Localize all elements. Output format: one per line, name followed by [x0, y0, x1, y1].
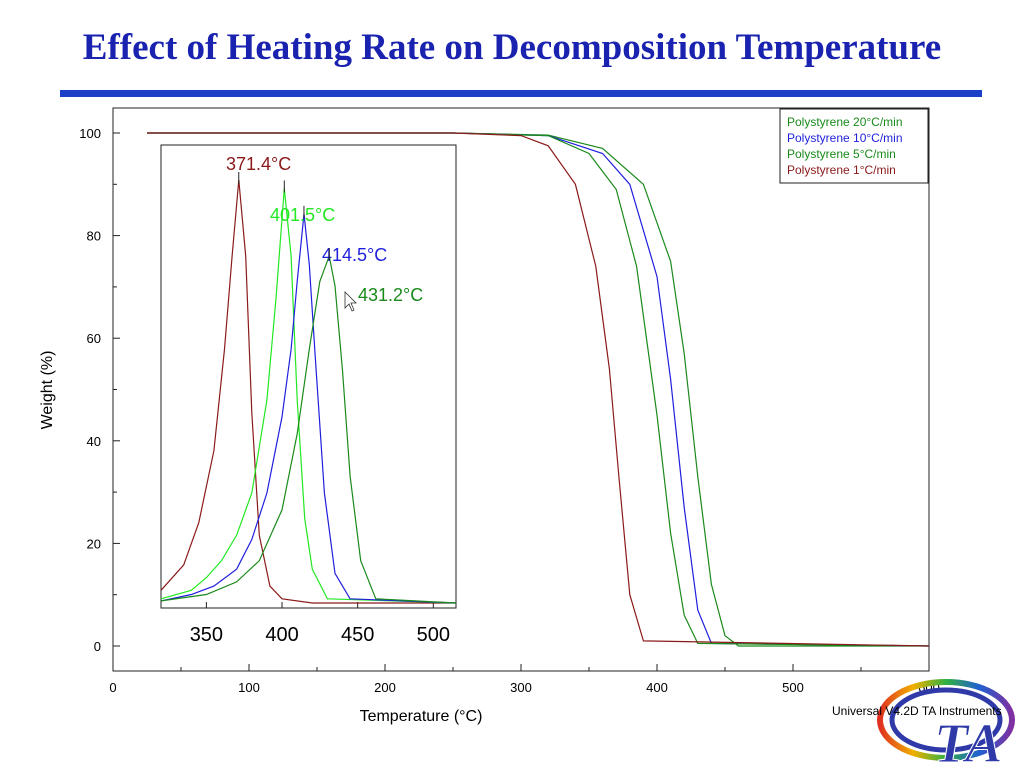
peak-annotation: 431.2°C: [358, 285, 423, 305]
y-tick-label: 60: [87, 331, 101, 346]
logo-text: TA: [934, 713, 1002, 768]
legend-entry: Polystyrene 20°C/min: [787, 115, 903, 129]
mouse-cursor-icon: [344, 291, 357, 312]
y-tick-label: 0: [94, 639, 101, 654]
inset-series-line: [160, 179, 456, 604]
software-version-note: Universal V4.2D TA Instruments: [832, 704, 1002, 718]
x-axis-label: Temperature (°C): [360, 708, 483, 725]
inset-x-tick-label: 400: [265, 624, 298, 646]
x-tick-label: 100: [238, 680, 260, 695]
inset-x-tick-label: 450: [341, 624, 374, 646]
main-plot: 0 100 200 300 400 500 600020406080100Temperatu…: [39, 107, 940, 725]
x-tick-label: 200: [374, 680, 396, 695]
peak-annotation: 371.4°C: [226, 154, 291, 174]
series-line: [147, 132, 930, 647]
slide-title: Effect of Heating Rate on Decomposition …: [82, 27, 942, 68]
legend: Polystyrene 20°C/min Polystyrene 10°C/min…: [779, 108, 929, 184]
legend-box: [779, 108, 929, 184]
inset-frame: [160, 144, 457, 609]
x-tick-label: 500: [782, 680, 804, 695]
legend-entry: Polystyrene 5°C/min: [787, 147, 896, 161]
inset-plot: 350 400 450 500 371.4°C 401.5°C 414.5°C 431.2°C: [160, 144, 457, 646]
title-rule: [60, 90, 982, 97]
y-tick-label: 20: [87, 536, 101, 551]
legend-entry: Polystyrene 1°C/min: [787, 163, 896, 177]
ta-instruments-logo: TA: [877, 679, 1015, 768]
inset-series-line: [160, 188, 457, 604]
y-tick-label: 80: [87, 229, 101, 244]
inset-x-tick-label: 350: [190, 624, 223, 646]
peak-annotation: 401.5°C: [270, 205, 335, 225]
legend-entry: Polystyrene 10°C/min: [787, 131, 903, 145]
inset-x-tick-label: 500: [417, 624, 450, 646]
x-tick-label: 400: [646, 680, 668, 695]
peak-annotation: 414.5°C: [322, 245, 387, 265]
y-tick-label: 40: [87, 434, 101, 449]
inset-series-line: [160, 213, 457, 604]
inset-series-line: [160, 253, 457, 604]
x-tick-label: 300: [510, 680, 532, 695]
y-tick-label: 100: [79, 126, 101, 141]
y-axis-label: Weight (%): [39, 351, 56, 430]
series-line: [147, 132, 930, 647]
x-tick-label: 0: [109, 680, 116, 695]
